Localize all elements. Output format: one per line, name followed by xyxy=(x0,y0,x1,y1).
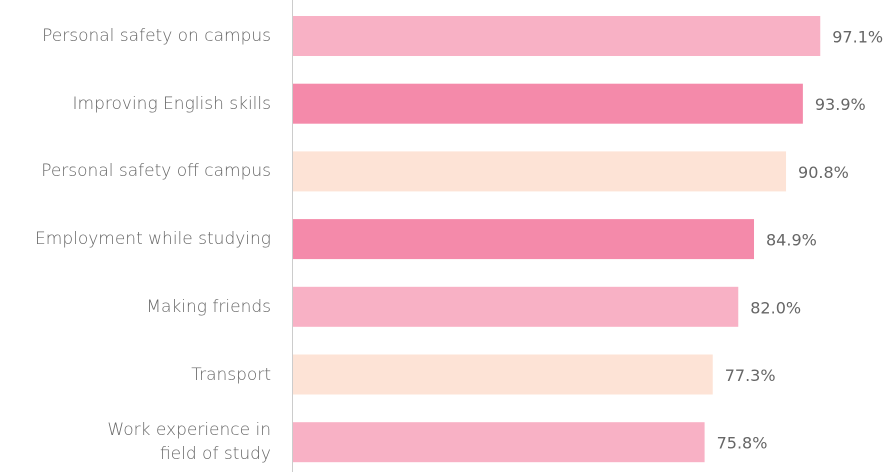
category-label: Improving English skills xyxy=(72,93,271,114)
category-label: Transport xyxy=(191,364,271,385)
value-label: 97.1% xyxy=(832,28,883,47)
value-label: 84.9% xyxy=(766,231,817,250)
category-label: Work experience in field of study xyxy=(107,420,271,465)
bar xyxy=(293,151,787,192)
bar xyxy=(293,422,705,463)
value-label: 77.3% xyxy=(725,366,776,385)
value-label: 75.8% xyxy=(717,434,768,453)
category-label: Employment while studying xyxy=(35,229,271,250)
bar xyxy=(293,83,803,124)
bar xyxy=(293,286,739,327)
value-label: 90.8% xyxy=(798,163,849,182)
bar xyxy=(293,219,755,260)
value-label: 82.0% xyxy=(750,298,801,317)
bar xyxy=(293,16,821,56)
category-label: Making friends xyxy=(146,296,271,317)
category-label: Personal safety off campus xyxy=(41,161,271,182)
value-label: 93.9% xyxy=(815,95,866,114)
category-label: Personal safety on campus xyxy=(42,26,271,46)
bar xyxy=(293,354,713,395)
